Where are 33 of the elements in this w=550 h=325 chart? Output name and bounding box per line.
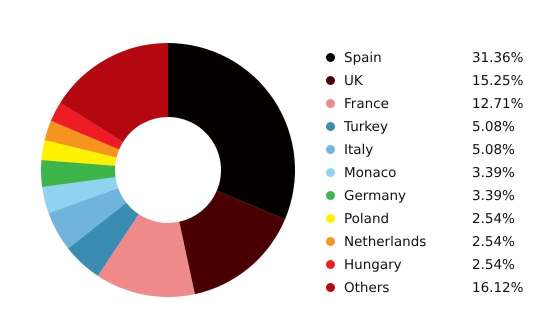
donut-slice (50, 102, 124, 150)
legend-label: Others (344, 280, 390, 296)
donut-slice (41, 160, 116, 187)
legend-label: Hungary (344, 256, 403, 272)
data-label: 2.54% (472, 234, 515, 250)
legend-label: Spain (344, 50, 383, 66)
donut-slice (48, 188, 126, 248)
data-label: 12.71% (472, 96, 524, 112)
donut-slice (168, 43, 295, 220)
data-label: 31.36% (472, 50, 524, 66)
legend-label: Italy (344, 142, 374, 158)
legend-label: Netherlands (344, 234, 428, 250)
data-label: 5.08% (472, 118, 515, 134)
data-label: 15.25% (472, 72, 524, 88)
donut-slice (179, 190, 285, 294)
legend-label: Monaco (344, 164, 398, 180)
legend-label: Poland (344, 210, 390, 226)
legend-label: Germany (344, 188, 408, 204)
donut-slice (98, 214, 195, 297)
data-label: 3.39% (472, 188, 515, 204)
data-label: 3.39% (472, 164, 515, 180)
donut-slice (41, 140, 117, 166)
legend-label: France (344, 96, 390, 112)
data-label: 2.54% (472, 210, 515, 226)
data-label: 16.12% (472, 280, 524, 296)
legend-label: Turkey (344, 118, 389, 134)
donut-slice (68, 202, 139, 276)
donut-slice (42, 177, 118, 214)
data-label: 2.54% (472, 256, 515, 272)
donut-slice (60, 43, 168, 142)
data-label: 5.08% (472, 142, 515, 158)
donut-slice (44, 120, 120, 158)
legend-label: UK (344, 72, 364, 88)
